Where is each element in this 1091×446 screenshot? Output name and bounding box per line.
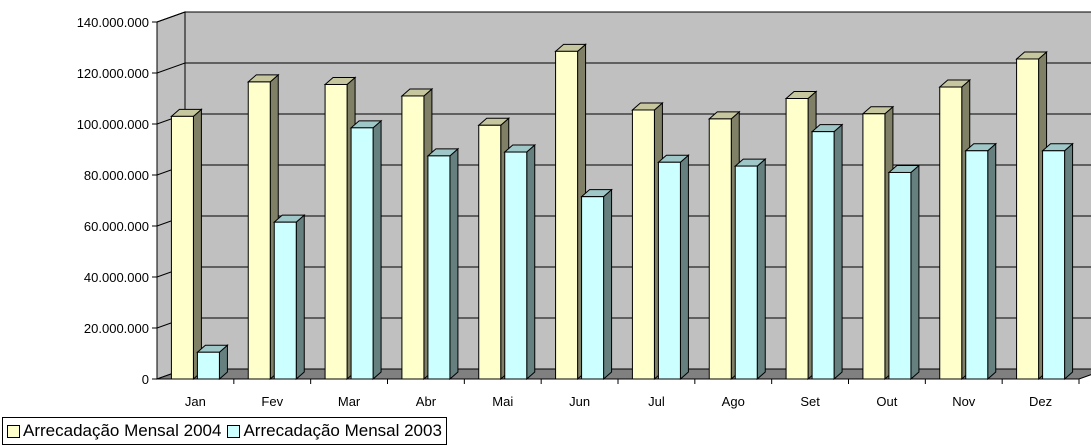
bar-dez-series-1 <box>1041 142 1074 381</box>
y-tick-label: 120.000.000 <box>77 66 149 81</box>
bar-jul-series-1 <box>657 154 690 381</box>
bars <box>170 43 1074 381</box>
y-tick-label: 140.000.000 <box>77 15 149 30</box>
y-tick-label: 0 <box>142 372 149 387</box>
legend-item-2004: Arrecadação Mensal 2004 <box>7 421 221 441</box>
bar-jan-series-1 <box>196 344 229 381</box>
bar-out-series-1 <box>887 164 921 381</box>
x-tick-label-jan: Jan <box>185 394 206 409</box>
y-tick-label: 20.000.000 <box>84 321 149 336</box>
legend-label-2004: Arrecadação Mensal 2004 <box>23 421 222 440</box>
gridline <box>156 11 1091 23</box>
y-axis-tick-labels: 0 20.000.000 40.000.000 60.000.000 80.000.00… <box>77 15 149 387</box>
gridline <box>156 62 1091 74</box>
legend-item-2003: Arrecadação Mensal 2003 <box>227 421 442 441</box>
legend-swatch-2004 <box>7 424 20 438</box>
legend-swatch-2003 <box>227 424 241 438</box>
x-tick-label-fev: Fev <box>261 394 283 409</box>
x-tick-label-nov: Nov <box>952 394 976 409</box>
y-tick-label: 100.000.000 <box>77 117 149 132</box>
bar-chart: 0 20.000.000 40.000.000 60.000.000 80.000.00… <box>77 11 1091 409</box>
x-axis-tick-labels: Jan Fev Mar Abr Mai Jun Jul Ago Set Out Nov Dez <box>185 394 1052 409</box>
x-tick-label-set: Set <box>800 394 820 409</box>
bar-jun-series-1 <box>580 188 613 381</box>
bar-ago-series-1 <box>733 157 767 381</box>
bar-abr-series-1 <box>426 147 460 381</box>
x-tick-label-abr: Abr <box>416 394 437 409</box>
bar-set-series-1 <box>810 123 844 381</box>
bar-mai-series-1 <box>503 143 537 381</box>
y-tick-label: 80.000.000 <box>84 168 149 183</box>
bar-fev-series-0 <box>246 73 280 381</box>
x-tick-label-dez: Dez <box>1029 394 1052 409</box>
x-tick-label-mar: Mar <box>338 394 361 409</box>
x-tick-label-jul: Jul <box>648 394 665 409</box>
bar-fev-series-1 <box>272 214 306 381</box>
axes <box>152 21 1080 384</box>
legend-label-2003: Arrecadação Mensal 2003 <box>243 421 442 440</box>
bar-nov-series-1 <box>964 142 998 381</box>
bar-mar-series-1 <box>349 119 383 381</box>
bar-jan-series-0 <box>170 108 203 381</box>
legend: Arrecadação Mensal 2004 Arrecadação Mens… <box>2 417 447 445</box>
y-tick-label: 60.000.000 <box>84 219 149 234</box>
x-tick-label-out: Out <box>876 394 897 409</box>
x-tick-label-jun: Jun <box>569 394 590 409</box>
y-tick-label: 40.000.000 <box>84 270 149 285</box>
x-tick-label-mai: Mai <box>492 394 513 409</box>
x-tick-label-ago: Ago <box>722 394 745 409</box>
